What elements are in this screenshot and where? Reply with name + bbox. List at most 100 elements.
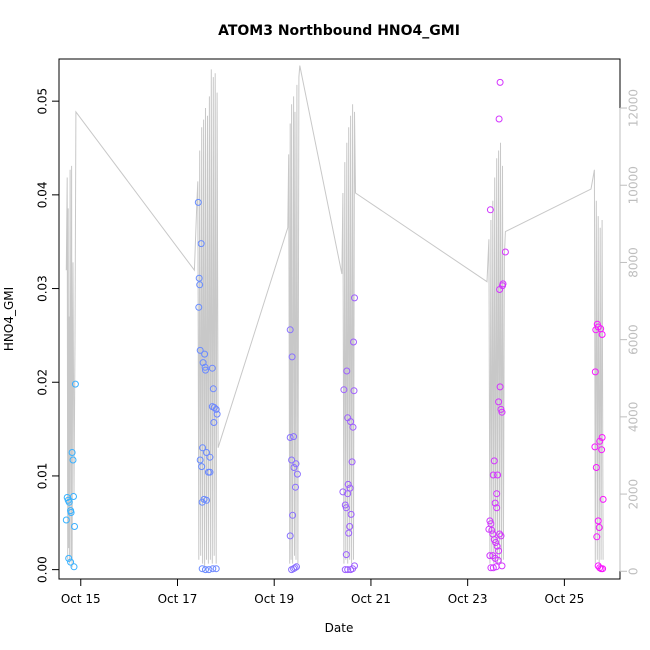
data-point bbox=[347, 418, 355, 426]
data-point bbox=[591, 443, 599, 451]
data-point bbox=[489, 471, 497, 479]
data-point bbox=[350, 338, 357, 346]
data-point bbox=[203, 496, 210, 504]
data-point bbox=[495, 115, 503, 123]
x-tick-label: Oct 21 bbox=[351, 592, 391, 606]
data-point bbox=[290, 464, 298, 471]
data-point bbox=[493, 504, 501, 512]
data-point bbox=[286, 434, 294, 441]
data-point bbox=[210, 404, 218, 411]
data-point bbox=[206, 453, 214, 461]
data-point bbox=[349, 423, 357, 431]
data-point bbox=[210, 419, 218, 426]
data-point bbox=[195, 274, 203, 282]
data-point bbox=[487, 564, 495, 572]
data-point bbox=[201, 363, 209, 371]
data-point bbox=[205, 566, 213, 574]
data-point bbox=[598, 446, 606, 454]
data-point bbox=[344, 566, 352, 574]
data-point bbox=[68, 449, 76, 456]
data-point bbox=[350, 387, 358, 395]
data-point bbox=[199, 444, 207, 452]
x-tick-label: Oct 15 bbox=[61, 592, 101, 606]
x-axis-label: Date bbox=[325, 621, 354, 635]
data-point bbox=[293, 470, 301, 478]
data-point bbox=[290, 433, 298, 441]
data-point bbox=[65, 498, 73, 506]
data-point bbox=[496, 530, 504, 538]
data-point bbox=[592, 326, 600, 334]
x-tick-label: Oct 23 bbox=[448, 592, 488, 606]
data-point bbox=[209, 385, 217, 393]
data-point bbox=[203, 449, 210, 456]
data-point bbox=[291, 564, 299, 572]
data-point bbox=[501, 248, 509, 256]
data-point bbox=[289, 511, 297, 519]
data-point bbox=[206, 468, 214, 476]
data-point bbox=[596, 437, 604, 445]
y-tick-label: 0.03 bbox=[36, 275, 50, 302]
chart-title: ATOM3 Northbound HNO4_GMI bbox=[218, 23, 460, 39]
data-point bbox=[286, 532, 294, 540]
data-point bbox=[342, 504, 350, 512]
data-point bbox=[346, 484, 354, 492]
data-point bbox=[198, 463, 206, 471]
data-point bbox=[490, 457, 498, 465]
data-point bbox=[65, 554, 73, 562]
data-point bbox=[494, 556, 502, 564]
data-point bbox=[196, 346, 204, 354]
y-tick-label: 0.04 bbox=[36, 181, 50, 208]
data-point bbox=[598, 434, 606, 441]
data-point bbox=[344, 480, 352, 488]
data-point bbox=[494, 471, 502, 479]
data-point bbox=[342, 551, 350, 559]
data-point bbox=[596, 564, 604, 572]
data-point bbox=[495, 398, 503, 406]
data-point bbox=[198, 498, 206, 506]
data-point bbox=[351, 294, 358, 302]
data-point bbox=[67, 509, 75, 516]
data-point bbox=[485, 525, 493, 533]
data-point bbox=[67, 558, 75, 566]
data-point bbox=[208, 364, 216, 372]
x-tick-label: Oct 25 bbox=[544, 592, 584, 606]
x-axis: Oct 15 Oct 17 Oct 19 Oct 21 Oct 23 Oct 25 bbox=[61, 578, 584, 606]
y-tick-label: 0.00 bbox=[36, 556, 50, 583]
y2-tick-label: 10000 bbox=[627, 166, 641, 204]
data-point bbox=[71, 523, 78, 530]
data-points-layer bbox=[62, 78, 607, 574]
data-point bbox=[345, 529, 353, 537]
y-axis-right: 0 2000 4000 6000 8000 10000 12000 bbox=[619, 89, 641, 575]
data-point bbox=[71, 380, 79, 388]
data-point bbox=[486, 552, 494, 560]
data-point bbox=[493, 490, 501, 498]
x-tick-label: Oct 17 bbox=[158, 592, 198, 606]
data-point bbox=[199, 359, 207, 367]
data-point bbox=[202, 366, 209, 374]
x-tick-label: Oct 19 bbox=[254, 592, 294, 606]
data-point bbox=[496, 78, 504, 86]
data-point bbox=[212, 565, 220, 573]
data-point bbox=[288, 456, 296, 464]
data-point bbox=[492, 539, 500, 546]
data-point bbox=[343, 367, 351, 375]
data-point bbox=[344, 490, 352, 498]
data-point bbox=[591, 368, 599, 376]
data-point bbox=[339, 488, 347, 496]
data-point bbox=[495, 547, 503, 555]
data-point bbox=[489, 530, 497, 538]
data-point bbox=[292, 483, 299, 491]
data-point bbox=[496, 383, 504, 391]
data-point bbox=[498, 562, 506, 570]
data-point bbox=[196, 456, 204, 464]
data-point bbox=[70, 563, 78, 571]
data-point bbox=[493, 542, 501, 550]
y-axis-left: 0.00 0.01 0.02 0.03 0.04 0.05 bbox=[36, 88, 60, 583]
data-point bbox=[286, 326, 294, 334]
data-point bbox=[491, 499, 499, 507]
y2-tick-label: 0 bbox=[627, 567, 641, 575]
data-point bbox=[213, 410, 221, 418]
data-point bbox=[599, 565, 607, 573]
data-point bbox=[197, 240, 205, 248]
